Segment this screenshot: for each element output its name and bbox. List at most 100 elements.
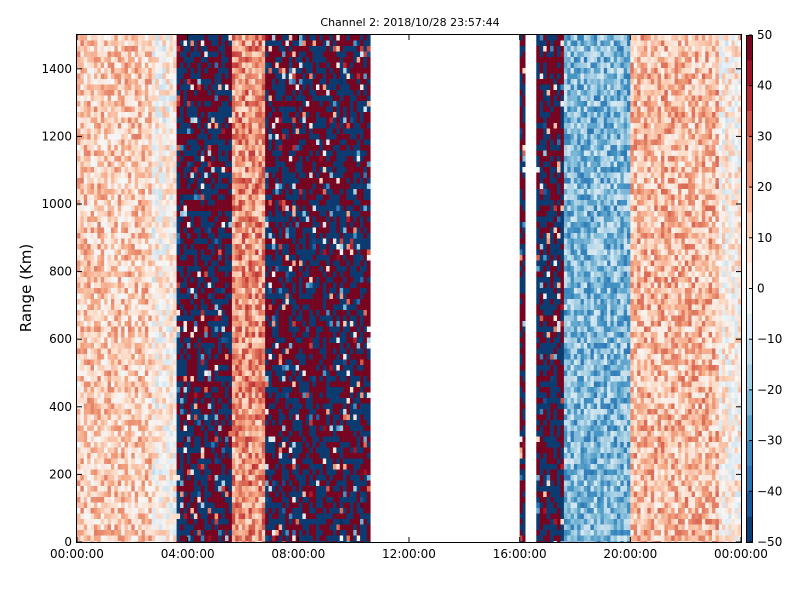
heatmap-cell bbox=[155, 194, 160, 201]
heatmap-cell bbox=[207, 519, 212, 525]
heatmap-cell bbox=[186, 348, 191, 355]
heatmap-cell bbox=[238, 414, 243, 421]
heatmap-cell bbox=[221, 271, 226, 278]
heatmap-cell bbox=[93, 530, 98, 536]
heatmap-cell bbox=[221, 519, 226, 525]
heatmap-cell bbox=[218, 293, 222, 300]
heatmap-cell bbox=[141, 172, 146, 179]
heatmap-cell bbox=[117, 530, 122, 536]
heatmap-cell bbox=[134, 79, 139, 85]
heatmap-cell bbox=[90, 332, 95, 338]
heatmap-cell bbox=[193, 282, 198, 289]
heatmap-cell bbox=[114, 161, 119, 168]
heatmap-cell bbox=[183, 524, 188, 531]
heatmap-cell bbox=[218, 304, 222, 311]
heatmap-cell bbox=[173, 315, 177, 322]
heatmap-cell bbox=[173, 310, 177, 316]
heatmap-cell bbox=[144, 117, 149, 124]
heatmap-cell bbox=[221, 491, 226, 498]
heatmap-cell bbox=[245, 205, 249, 212]
heatmap-cell bbox=[183, 128, 188, 135]
heatmap-cell bbox=[90, 513, 95, 520]
heatmap-cell bbox=[197, 310, 202, 316]
heatmap-cell bbox=[245, 106, 249, 113]
heatmap-cell bbox=[114, 436, 119, 443]
heatmap-cell bbox=[204, 475, 209, 481]
heatmap-cell bbox=[207, 266, 212, 272]
heatmap-cell bbox=[173, 293, 177, 300]
heatmap-cell bbox=[197, 442, 202, 448]
heatmap-cell bbox=[176, 35, 181, 41]
heatmap-cell bbox=[197, 79, 202, 85]
heatmap-cell bbox=[180, 392, 184, 399]
heatmap-cell bbox=[204, 134, 209, 140]
heatmap-cell bbox=[97, 508, 102, 514]
heatmap-cell bbox=[93, 315, 98, 322]
heatmap-cell bbox=[144, 447, 149, 454]
heatmap-cell bbox=[200, 458, 205, 465]
heatmap-cell bbox=[97, 447, 102, 454]
heatmap-cell bbox=[148, 321, 152, 327]
heatmap-cell bbox=[173, 497, 177, 503]
heatmap-cell bbox=[258, 398, 263, 404]
heatmap-cell bbox=[231, 178, 236, 184]
heatmap-cell bbox=[176, 425, 181, 432]
heatmap-cell bbox=[97, 453, 102, 459]
heatmap-cell bbox=[235, 337, 239, 344]
heatmap-cell bbox=[197, 480, 202, 487]
heatmap-cell bbox=[221, 469, 226, 476]
heatmap-cell bbox=[107, 260, 112, 267]
heatmap-cell bbox=[197, 46, 202, 52]
heatmap-cell bbox=[144, 156, 149, 162]
heatmap-cell bbox=[134, 194, 139, 201]
heatmap-cell bbox=[231, 299, 236, 305]
heatmap-cell bbox=[251, 464, 256, 470]
heatmap-cell bbox=[241, 398, 246, 404]
heatmap-cell bbox=[251, 101, 256, 107]
heatmap-cell bbox=[231, 271, 236, 278]
heatmap-cell bbox=[176, 178, 181, 184]
heatmap-cell bbox=[90, 475, 95, 481]
heatmap-cell bbox=[162, 282, 167, 289]
heatmap-cell bbox=[93, 425, 98, 432]
heatmap-cell bbox=[100, 112, 105, 118]
heatmap-cell bbox=[93, 123, 98, 129]
heatmap-cell bbox=[107, 95, 112, 102]
heatmap-cell bbox=[207, 139, 212, 146]
heatmap-cell bbox=[214, 62, 219, 69]
heatmap-cell bbox=[87, 293, 91, 300]
heatmap-cell bbox=[155, 293, 160, 300]
heatmap-cell bbox=[90, 123, 95, 129]
heatmap-cell bbox=[162, 249, 167, 256]
heatmap-cell bbox=[221, 227, 226, 234]
heatmap-cell bbox=[197, 216, 202, 223]
heatmap-cell bbox=[255, 271, 259, 278]
heatmap-cell bbox=[107, 403, 112, 410]
heatmap-cell bbox=[207, 68, 212, 74]
heatmap-cell bbox=[207, 480, 212, 487]
heatmap-cell bbox=[200, 392, 205, 399]
heatmap-cell bbox=[190, 128, 195, 135]
heatmap-cell bbox=[90, 381, 95, 388]
heatmap-cell bbox=[162, 535, 167, 542]
heatmap-cell bbox=[183, 249, 188, 256]
heatmap-cell bbox=[87, 299, 91, 305]
heatmap-cell bbox=[110, 227, 115, 234]
heatmap-cell bbox=[207, 40, 212, 47]
heatmap-cell bbox=[93, 365, 98, 371]
heatmap-cell bbox=[255, 403, 259, 410]
heatmap-cell bbox=[176, 354, 181, 360]
heatmap-cell bbox=[173, 458, 177, 465]
heatmap-cell bbox=[117, 145, 122, 151]
heatmap-cell bbox=[176, 123, 181, 129]
heatmap-cell bbox=[158, 519, 163, 525]
heatmap-cell bbox=[110, 519, 115, 525]
heatmap-cell bbox=[87, 134, 91, 140]
heatmap-cell bbox=[107, 348, 112, 355]
heatmap-cell bbox=[93, 464, 98, 470]
heatmap-cell bbox=[204, 398, 209, 404]
heatmap-cell bbox=[241, 453, 246, 459]
heatmap-cell bbox=[204, 420, 209, 426]
heatmap-cell bbox=[83, 354, 88, 360]
heatmap-cell bbox=[114, 51, 119, 58]
